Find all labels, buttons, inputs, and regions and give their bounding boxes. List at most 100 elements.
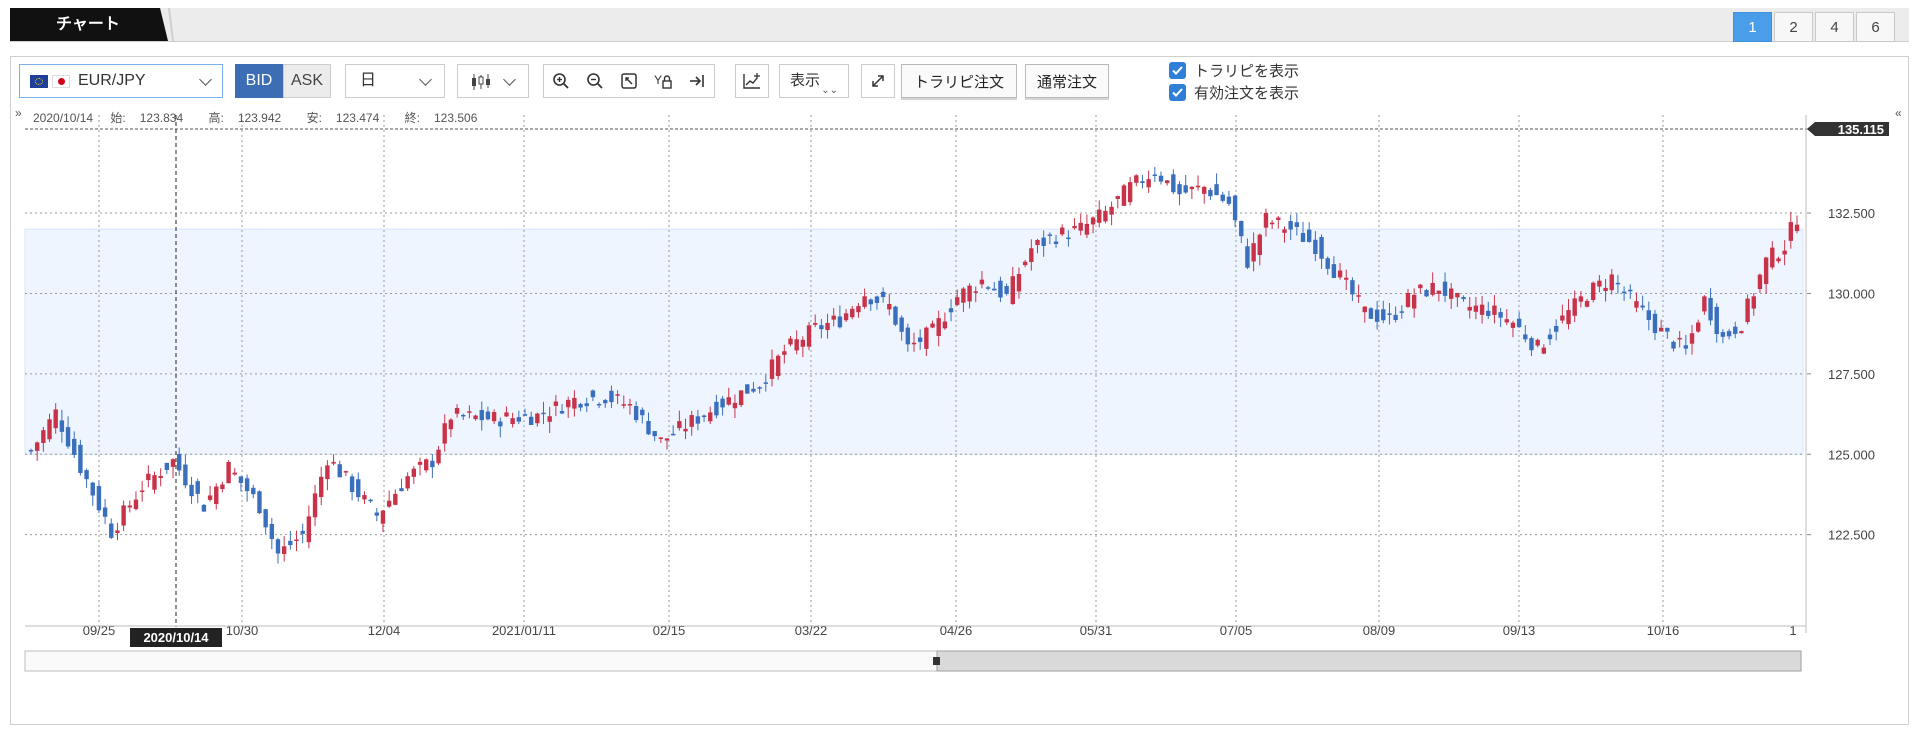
chart-type-select[interactable] (457, 64, 529, 98)
candlestick-icon (472, 74, 490, 90)
candle-body (1374, 309, 1380, 322)
candle-body (837, 316, 843, 328)
candle-body (1164, 180, 1170, 184)
candle-body (448, 419, 454, 430)
candle-body (1628, 289, 1633, 292)
candle-body (1560, 315, 1565, 321)
x-tick-label: 12/04 (368, 623, 401, 638)
show-trail-checkbox[interactable]: トラリピを表示 (1169, 60, 1299, 81)
candle-body (1566, 310, 1571, 325)
candle-body (1486, 310, 1491, 316)
candle-body (1782, 250, 1787, 255)
candle-body (763, 382, 769, 384)
candle-body (695, 416, 701, 424)
chart-area[interactable]: 132.500 130.000 127.500 125.000 122.500 09/25… (11, 105, 1908, 724)
candle-body (572, 397, 577, 409)
period-select[interactable]: 日 (345, 64, 445, 98)
candle-body (813, 323, 818, 325)
candle-body (312, 493, 318, 518)
candle-body (1239, 220, 1244, 237)
candle-body (1553, 325, 1559, 332)
candle-body (1158, 175, 1164, 182)
crosshair-date-label: 2020/10/14 (143, 630, 209, 645)
candle-body (905, 327, 911, 345)
candle-body (34, 442, 40, 451)
trail-order-button[interactable]: トラリピ注文 (901, 64, 1017, 98)
candle-body (1387, 313, 1392, 315)
candle-body (1010, 276, 1015, 305)
candle-body (1276, 217, 1281, 220)
candle-body (1677, 337, 1682, 340)
display-menu-button[interactable]: 表示 ⌄⌄ (779, 64, 849, 98)
zoom-out-icon[interactable] (578, 65, 612, 97)
period-label: 日 (360, 72, 377, 89)
candle-body (1770, 247, 1775, 268)
candle-body (498, 421, 503, 427)
candle-body (1029, 248, 1034, 263)
candle-body (78, 444, 83, 473)
candle-body (1152, 174, 1158, 176)
zoom-in-icon[interactable] (544, 65, 578, 97)
candle-body (386, 500, 392, 507)
candle-body (1208, 189, 1213, 197)
candle-body (1269, 222, 1275, 225)
candle-body (1776, 258, 1781, 262)
candle-body (800, 339, 806, 347)
y-lock-icon[interactable]: Y (646, 65, 680, 97)
fullscreen-icon[interactable] (861, 64, 895, 98)
indicator-icon[interactable] (735, 64, 769, 98)
x-tick-label: 02/15 (653, 623, 686, 638)
candle-body (405, 476, 410, 489)
candle-body (1492, 305, 1497, 315)
candle-body (825, 322, 830, 331)
candle-body (633, 406, 639, 421)
candle-body (399, 488, 404, 492)
layout-6-button[interactable]: 6 (1856, 12, 1895, 42)
candle-body (603, 400, 608, 404)
candle-body (1615, 282, 1621, 285)
candle-body (1510, 322, 1516, 328)
candle-body (467, 411, 472, 413)
ohlc-open-label: 始: (110, 111, 126, 125)
candle-body (1646, 310, 1652, 320)
candle-body (627, 403, 633, 406)
candle-body (1306, 229, 1312, 242)
ask-button[interactable]: ASK (283, 64, 331, 98)
candle-body (1004, 286, 1009, 294)
candle-body (1751, 296, 1756, 309)
layout-4-button[interactable]: 4 (1815, 12, 1854, 42)
layout-2-button[interactable]: 2 (1774, 12, 1813, 42)
show-orders-checkbox[interactable]: 有効注文を表示 (1169, 82, 1299, 103)
candle-body (152, 475, 157, 490)
candle-body (961, 288, 966, 303)
tab-chart[interactable]: チャート (10, 8, 168, 41)
candlestick-chart[interactable]: 132.500 130.000 127.500 125.000 122.500 09/25… (11, 105, 1908, 724)
candle-body (1424, 290, 1429, 297)
candle-body (1418, 284, 1423, 289)
candle-body (1430, 282, 1435, 295)
candle-body (1609, 274, 1614, 291)
candle-body (1461, 297, 1466, 300)
candle-body (362, 495, 367, 500)
bid-button[interactable]: BID (235, 64, 283, 98)
candle-body (868, 299, 873, 305)
navigator-window (936, 650, 1802, 672)
ohlc-close: 123.506 (433, 111, 478, 125)
candle-body (1535, 339, 1540, 346)
fit-icon[interactable] (612, 65, 646, 97)
candle-body (53, 409, 58, 429)
candle-body (325, 465, 330, 480)
x-tick-label: 07/05 (1220, 623, 1253, 638)
candle-body (232, 472, 237, 475)
candle-body (646, 421, 651, 435)
normal-order-button[interactable]: 通常注文 (1025, 64, 1109, 98)
symbol-select[interactable]: EUR/JPY (19, 64, 223, 98)
collapse-right-icon: « (1895, 106, 1902, 120)
candle-body (238, 476, 244, 483)
candle-body (658, 437, 664, 439)
ohlc-low-label: 安: (306, 111, 322, 125)
candle-body (269, 523, 275, 539)
scroll-end-icon[interactable] (680, 65, 714, 97)
candle-body (1331, 264, 1337, 278)
layout-1-button[interactable]: 1 (1733, 12, 1772, 42)
